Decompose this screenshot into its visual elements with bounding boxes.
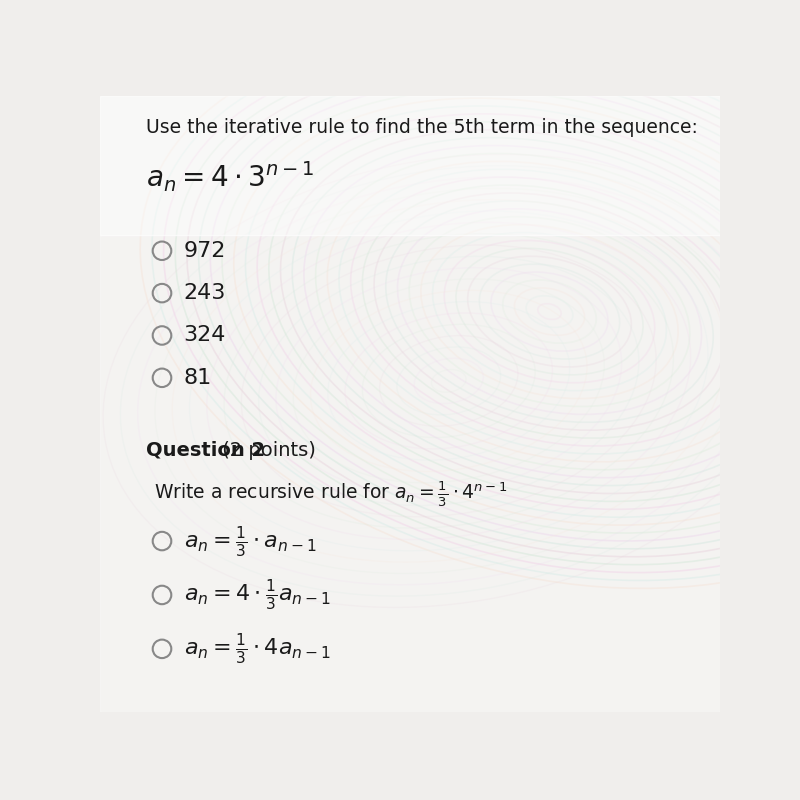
Bar [100,234,720,712]
Text: $a_n = \frac{1}{3} \cdot a_{n-1}$: $a_n = \frac{1}{3} \cdot a_{n-1}$ [184,523,317,558]
Text: 972: 972 [184,241,226,261]
Text: 243: 243 [184,283,226,303]
Text: Question 2: Question 2 [146,441,266,460]
Text: $a_n = \frac{1}{3} \cdot 4a_{n-1}$: $a_n = \frac{1}{3} \cdot 4a_{n-1}$ [184,631,330,666]
Text: Write a recursive rule for $a_n = \frac{1}{3} \cdot 4^{n-1}$: Write a recursive rule for $a_n = \frac{… [154,479,508,509]
Text: (2 points): (2 points) [216,441,316,460]
Text: 324: 324 [184,326,226,346]
Text: $a_n = 4 \cdot 3^{n-1}$: $a_n = 4 \cdot 3^{n-1}$ [146,159,314,194]
Text: Use the iterative rule to find the 5th term in the sequence:: Use the iterative rule to find the 5th t… [146,118,698,137]
Text: $a_n = 4 \cdot \frac{1}{3}a_{n-1}$: $a_n = 4 \cdot \frac{1}{3}a_{n-1}$ [184,578,330,613]
Text: 81: 81 [184,368,212,388]
Bar [100,96,720,234]
